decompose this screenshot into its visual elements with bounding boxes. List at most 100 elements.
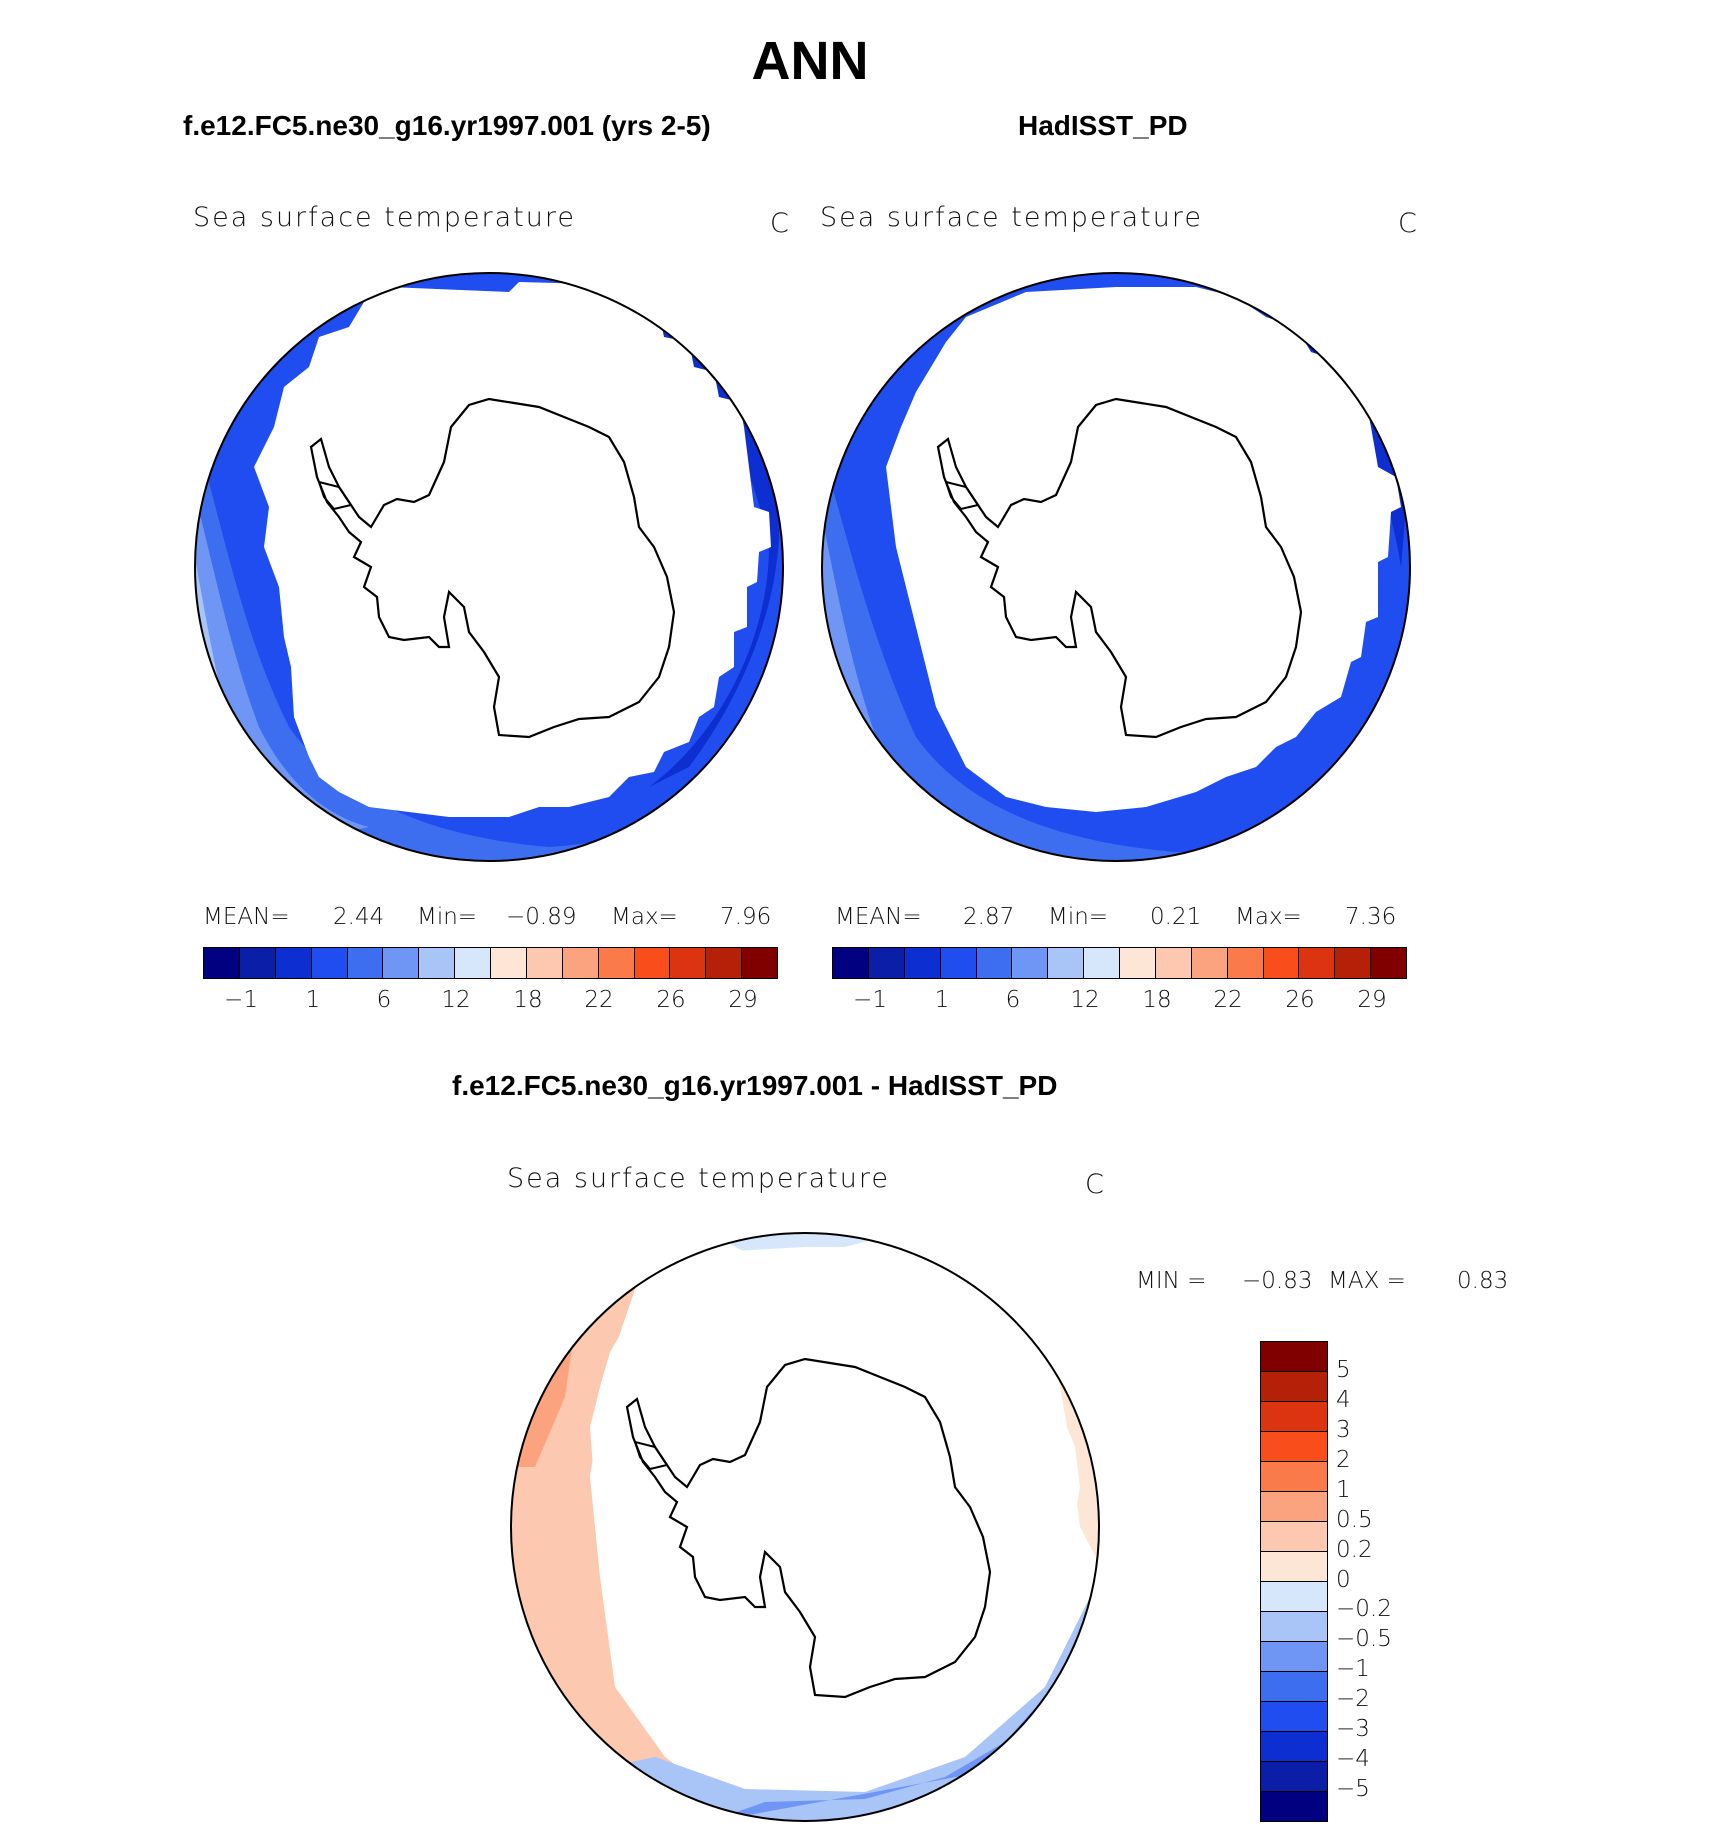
colorbar-label: −4 (1336, 1746, 1370, 1773)
difference-sst-map (510, 1232, 1100, 1822)
difference-variable-label: Sea surface temperature (507, 1163, 890, 1194)
colorbar-swatch (868, 948, 905, 978)
model-case-title: f.e12.FC5.ne30_g16.yr1997.001 (yrs 2-5) (183, 110, 711, 141)
colorbar-swatch (347, 948, 384, 978)
panel2-tick: 22 (1213, 987, 1243, 1013)
colorbar-swatch (1120, 948, 1156, 978)
panel1-tick: 18 (513, 987, 543, 1013)
panel2-tick: 6 (1005, 987, 1021, 1013)
colorbar-swatch (1261, 1762, 1327, 1792)
colorbar-swatch (1227, 948, 1264, 978)
panel2-units-label: C (1398, 208, 1419, 239)
colorbar-swatch (419, 948, 456, 978)
colorbar-label: 0.2 (1336, 1536, 1373, 1563)
panel2-tick: 12 (1070, 987, 1100, 1013)
panel2-tick: −1 (853, 987, 887, 1013)
colorbar-swatch (833, 948, 869, 978)
colorbar-swatch (1261, 1582, 1327, 1612)
colorbar-swatch (1261, 1612, 1327, 1642)
difference-min-label: MIN = (1136, 1268, 1207, 1294)
panel1-tick: 6 (376, 987, 392, 1013)
panel2-colorbar (832, 947, 1407, 979)
colorbar-swatch (1371, 948, 1406, 978)
colorbar-label: −3 (1336, 1716, 1370, 1743)
colorbar-label: 1 (1336, 1476, 1351, 1503)
colorbar-swatch (1299, 948, 1336, 978)
panel1-tick: 12 (441, 987, 471, 1013)
colorbar-label: −5 (1336, 1776, 1370, 1803)
difference-colorbar-labels: 5 4 3 2 1 0.5 0.2 0 −0.2 −0.5 −1 −2 −3 −4 −5 (1336, 1341, 1456, 1820)
difference-colorbar (1260, 1341, 1328, 1822)
colorbar-swatch (1335, 948, 1372, 978)
panel2-tick: 29 (1357, 987, 1387, 1013)
panel2-min-value: 0.21 (1150, 904, 1202, 930)
colorbar-label: −2 (1336, 1686, 1370, 1713)
colorbar-swatch (706, 948, 743, 978)
colorbar-swatch (976, 948, 1013, 978)
colorbar-label: −1 (1336, 1656, 1370, 1683)
difference-max-value: 0.83 (1457, 1268, 1509, 1294)
figure-title: ANN (751, 31, 869, 91)
colorbar-swatch (1261, 1492, 1327, 1522)
colorbar-swatch (1263, 948, 1300, 978)
colorbar-swatch (1261, 1702, 1327, 1732)
colorbar-swatch (940, 948, 977, 978)
colorbar-swatch (1261, 1672, 1327, 1702)
model-sst-map (194, 272, 784, 862)
obs-sst-map (821, 272, 1411, 862)
panel1-max-value: 7.96 (720, 904, 772, 930)
panel1-tick: 29 (728, 987, 758, 1013)
colorbar-swatch (598, 948, 635, 978)
colorbar-swatch (1261, 1552, 1327, 1582)
panel2-tick: 26 (1285, 987, 1315, 1013)
colorbar-swatch (1261, 1432, 1327, 1462)
colorbar-label: 0.5 (1336, 1506, 1373, 1533)
obs-case-title: HadISST_PD (1018, 110, 1188, 141)
panel2-max-label: Max= (1235, 904, 1302, 930)
colorbar-swatch (670, 948, 707, 978)
panel1-variable-label: Sea surface temperature (193, 202, 576, 233)
difference-min-value: −0.83 (1242, 1268, 1313, 1294)
colorbar-swatch (1261, 1732, 1327, 1762)
colorbar-swatch (491, 948, 527, 978)
colorbar-swatch (1084, 948, 1120, 978)
panel2-tick: 1 (934, 987, 950, 1013)
panel1-colorbar (203, 947, 778, 979)
panel1-min-label: Min= (417, 904, 478, 930)
colorbar-swatch (1261, 1342, 1327, 1372)
panel2-mean-label: MEAN= (835, 904, 922, 930)
colorbar-label: −0.5 (1336, 1626, 1392, 1653)
colorbar-swatch (1261, 1792, 1327, 1821)
colorbar-swatch (634, 948, 671, 978)
panel1-min-value: −0.89 (506, 904, 577, 930)
colorbar-swatch (383, 948, 420, 978)
difference-max-label: MAX = (1328, 1268, 1406, 1294)
difference-units-label: C (1085, 1169, 1106, 1200)
panel2-tick: 18 (1142, 987, 1172, 1013)
colorbar-swatch (562, 948, 599, 978)
panel1-max-label: Max= (611, 904, 678, 930)
colorbar-swatch (1261, 1642, 1327, 1672)
panel1-tick: 1 (305, 987, 321, 1013)
colorbar-swatch (239, 948, 276, 978)
colorbar-swatch (1191, 948, 1228, 978)
colorbar-swatch (1261, 1372, 1327, 1402)
panel1-tick: 26 (656, 987, 686, 1013)
colorbar-label: −0.2 (1336, 1596, 1392, 1623)
panel2-max-value: 7.36 (1345, 904, 1397, 930)
colorbar-label: 0 (1336, 1566, 1351, 1593)
colorbar-swatch (1261, 1402, 1327, 1432)
colorbar-label: 5 (1336, 1356, 1351, 1383)
panel1-mean-label: MEAN= (203, 904, 290, 930)
colorbar-swatch (742, 948, 777, 978)
colorbar-label: 2 (1336, 1446, 1351, 1473)
colorbar-swatch (275, 948, 312, 978)
panel1-mean-value: 2.44 (333, 904, 385, 930)
colorbar-swatch (204, 948, 240, 978)
colorbar-label: 4 (1336, 1386, 1351, 1413)
colorbar-swatch (311, 948, 348, 978)
panel1-tick: −1 (224, 987, 258, 1013)
panel2-variable-label: Sea surface temperature (820, 202, 1203, 233)
colorbar-label: 3 (1336, 1416, 1351, 1443)
panel2-mean-value: 2.87 (963, 904, 1015, 930)
